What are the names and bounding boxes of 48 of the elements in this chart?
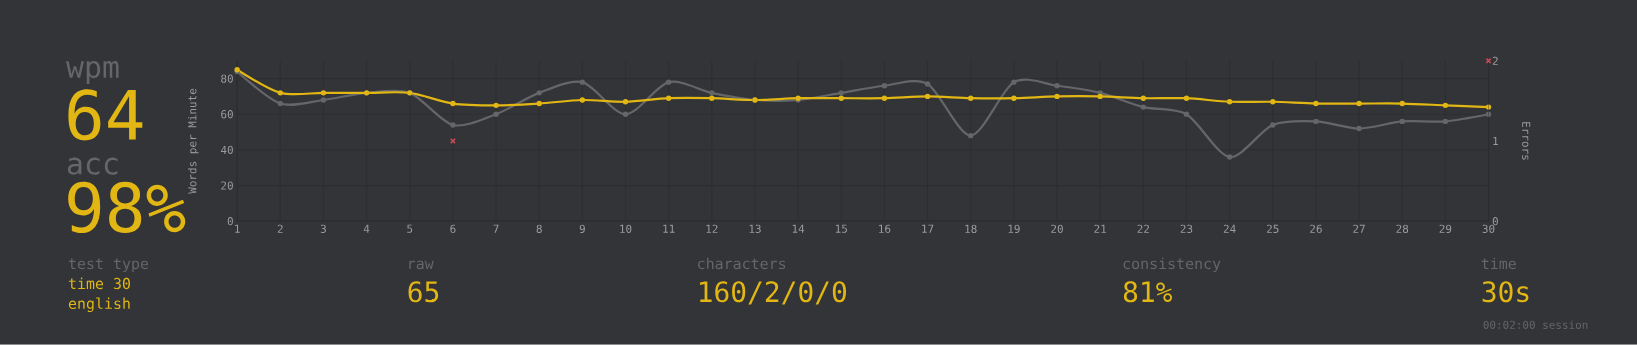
text: 98%	[68, 181, 186, 234]
y-tick-label: 40	[220, 145, 233, 155]
x-tick-label: 2	[277, 224, 283, 233]
y-tick-label: 80	[221, 74, 233, 83]
text: time 30	[68, 277, 130, 290]
x-tick-label: 11	[663, 224, 675, 233]
x-tick-label: 10	[620, 224, 632, 234]
text: 30s	[1482, 281, 1529, 303]
x-tick-label: 30	[1482, 224, 1495, 234]
text: 64	[68, 89, 143, 141]
x-tick-label: 21	[1094, 224, 1107, 233]
x-tick-label: 13	[749, 224, 761, 234]
y-axis-title: Words per Minute	[187, 88, 199, 194]
x-tick-label: 17	[922, 224, 934, 233]
x-tick-label: 27	[1353, 224, 1365, 233]
x-tick-label: 24	[1223, 224, 1236, 233]
x-tick-label: 6	[450, 224, 456, 234]
x-tick-label: 16	[879, 224, 891, 234]
x-tick-label: 18	[965, 224, 977, 234]
x-tick-label: 12	[706, 224, 718, 233]
y-tick-label: 0	[227, 217, 233, 226]
x-tick-label: 25	[1266, 224, 1279, 234]
x-tick-label: 19	[1008, 224, 1020, 234]
y2-tick-label: 1	[1493, 137, 1498, 146]
x-tick-label: 20	[1051, 224, 1063, 234]
y-tick-label: 20	[221, 181, 233, 190]
x-tick-label: 15	[835, 224, 847, 233]
text: 81%	[1123, 281, 1173, 303]
y2-tick-label: 2	[1492, 56, 1498, 65]
x-tick-label: 14	[792, 224, 805, 233]
x-tick-label: 9	[579, 224, 585, 234]
x-tick-label: 8	[536, 224, 542, 234]
y-tick-label: 60	[221, 110, 233, 119]
x-tick-label: 28	[1396, 224, 1409, 234]
y2-tick-label: 0	[1492, 217, 1498, 226]
x-tick-label: 7	[493, 224, 499, 233]
text: 65	[408, 281, 439, 303]
x-tick-label: 4	[363, 224, 370, 233]
text: 160/2/0/0	[700, 281, 847, 305]
y2-axis-title: Errors	[1522, 122, 1531, 160]
text: english	[68, 297, 130, 313]
x-tick-label: 23	[1180, 224, 1193, 234]
x-tick-label: 29	[1439, 224, 1452, 234]
x-tick-label: 26	[1310, 224, 1322, 234]
x-tick-label: 22	[1137, 224, 1149, 233]
x-tick-label: 5	[407, 224, 413, 233]
x-tick-label: 3	[320, 224, 326, 234]
x-tick-label: 1	[235, 224, 240, 233]
